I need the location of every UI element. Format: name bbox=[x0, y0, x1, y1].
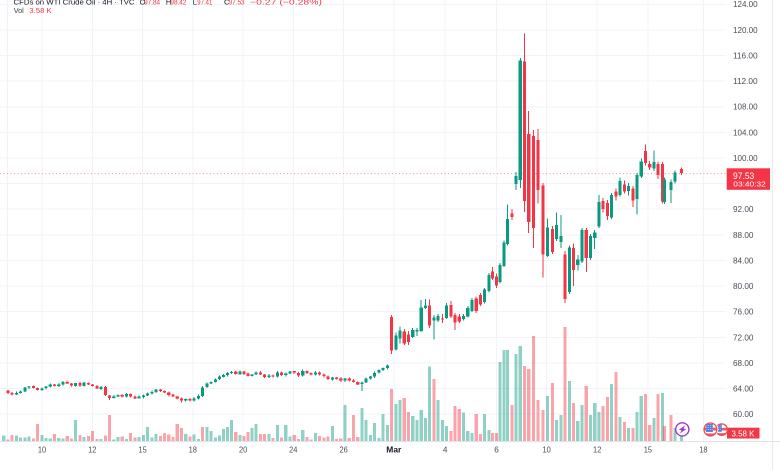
svg-text:12: 12 bbox=[593, 445, 602, 455]
svg-text:4: 4 bbox=[443, 445, 448, 455]
svg-text:Mar: Mar bbox=[386, 445, 402, 455]
svg-text:10: 10 bbox=[38, 445, 47, 455]
svg-text:84.00: 84.00 bbox=[733, 256, 754, 265]
svg-text:CFDs on WTI Crude Oil · 4H · T: CFDs on WTI Crude Oil · 4H · TVC O97.84 H9… bbox=[14, 0, 323, 6]
svg-text:26: 26 bbox=[339, 445, 348, 455]
svg-text:15: 15 bbox=[138, 445, 147, 455]
svg-text:20: 20 bbox=[239, 445, 248, 455]
svg-text:97.53: 97.53 bbox=[733, 171, 754, 182]
svg-text:15: 15 bbox=[644, 445, 653, 455]
svg-text:116.00: 116.00 bbox=[733, 52, 758, 61]
svg-text:76.00: 76.00 bbox=[733, 308, 754, 317]
svg-text:100.00: 100.00 bbox=[733, 154, 758, 163]
svg-text:64.00: 64.00 bbox=[733, 385, 754, 394]
svg-text:6: 6 bbox=[494, 445, 499, 455]
svg-text:108.00: 108.00 bbox=[733, 103, 758, 112]
svg-text:03:40:32: 03:40:32 bbox=[733, 180, 766, 189]
svg-text:72.00: 72.00 bbox=[733, 333, 754, 342]
svg-text:92.00: 92.00 bbox=[733, 205, 754, 214]
svg-text:112.00: 112.00 bbox=[733, 77, 758, 86]
svg-text:10: 10 bbox=[542, 445, 551, 455]
svg-text:3.58 K: 3.58 K bbox=[732, 430, 756, 439]
svg-text:80.00: 80.00 bbox=[733, 282, 754, 291]
svg-text:88.00: 88.00 bbox=[733, 231, 754, 240]
svg-text:68.00: 68.00 bbox=[733, 359, 754, 368]
svg-text:12: 12 bbox=[88, 445, 97, 455]
svg-text:Vol: Vol bbox=[14, 6, 24, 15]
svg-text:104.00: 104.00 bbox=[733, 128, 758, 137]
svg-text:124.00: 124.00 bbox=[733, 0, 758, 9]
svg-text:60.00: 60.00 bbox=[733, 410, 754, 419]
svg-text:3.58 K: 3.58 K bbox=[29, 6, 51, 15]
svg-text:24: 24 bbox=[289, 445, 298, 455]
svg-text:18: 18 bbox=[189, 445, 198, 455]
svg-text:120.00: 120.00 bbox=[733, 26, 758, 35]
svg-text:18: 18 bbox=[699, 445, 708, 455]
